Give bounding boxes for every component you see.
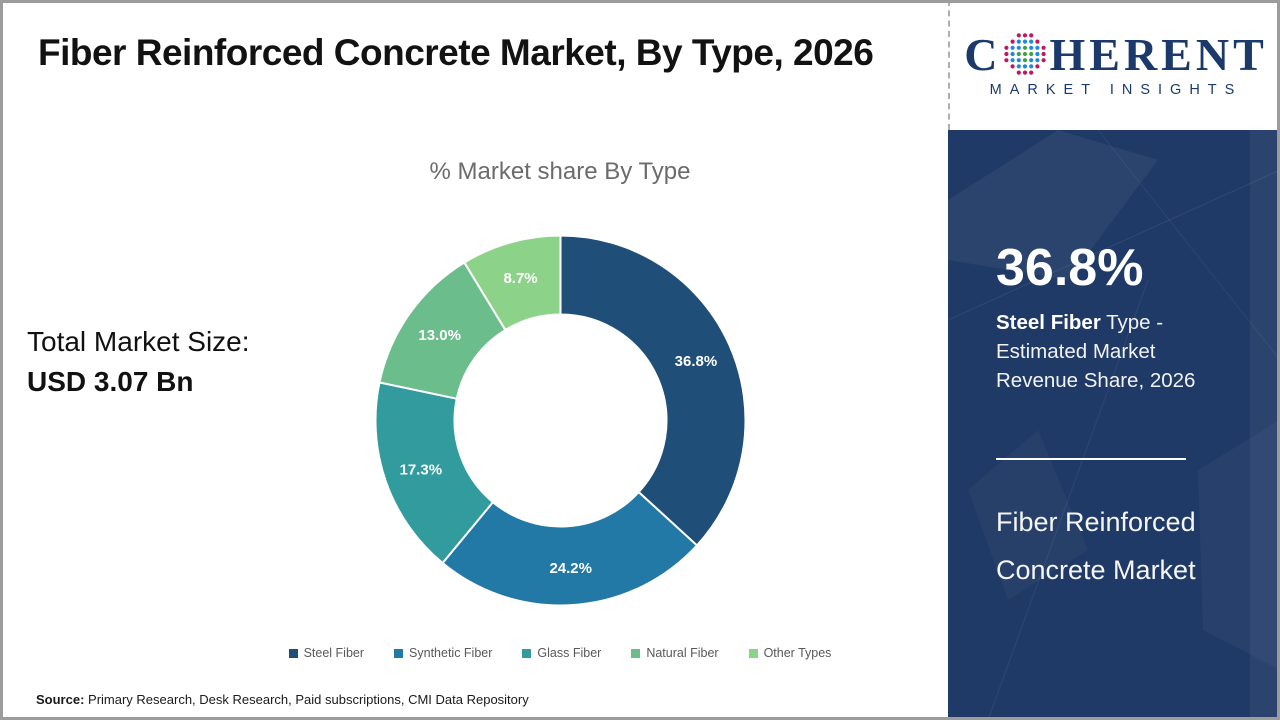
donut-chart: 36.8% 24.2% 17.3% 13.0% 8.7% bbox=[374, 234, 747, 607]
source-label: Source: bbox=[36, 692, 85, 707]
slice-label-other-types: 8.7% bbox=[503, 270, 537, 287]
chart-subtitle: % Market share By Type bbox=[429, 158, 691, 185]
brand-letter-c: C bbox=[964, 29, 1002, 80]
sidebar-divider bbox=[996, 458, 1186, 460]
market-size-label: Total Market Size: bbox=[27, 326, 250, 357]
legend-swatch-icon bbox=[748, 648, 758, 658]
world-map-texture bbox=[948, 130, 1280, 720]
brand-wordmark: C HERENT bbox=[964, 32, 1268, 78]
legend-item-natural-fiber: Natural Fiber bbox=[631, 646, 719, 660]
legend-swatch-icon bbox=[522, 648, 532, 658]
donut-segment-other-types bbox=[462, 234, 562, 332]
sidebar-headline-caption: Steel Fiber Type - Estimated Market Reve… bbox=[996, 308, 1234, 395]
legend-label: Natural Fiber bbox=[646, 646, 719, 660]
page-title: Fiber Reinforced Concrete Market, By Typ… bbox=[38, 32, 874, 73]
legend-item-other-types: Other Types bbox=[748, 646, 832, 660]
sidebar-headline-value: 36.8% bbox=[996, 239, 1144, 297]
brand-letters-rest: HERENT bbox=[1049, 29, 1268, 80]
slice-label-glass-fiber: 17.3% bbox=[400, 461, 443, 478]
market-size-value: USD 3.07 Bn bbox=[27, 366, 194, 397]
slice-label-synthetic-fiber: 24.2% bbox=[549, 560, 592, 577]
chart-legend: Steel Fiber Synthetic Fiber Glass Fiber Nat… bbox=[220, 646, 900, 660]
sidebar-caption-rest: Type - Estimated Market Revenue Share, 2… bbox=[996, 311, 1196, 392]
legend-label: Glass Fiber bbox=[537, 646, 602, 660]
slice-label-natural-fiber: 13.0% bbox=[418, 327, 461, 344]
brand-subtitle: MARKET INSIGHTS bbox=[989, 82, 1243, 98]
slice-label-steel-fiber: 36.8% bbox=[675, 353, 718, 370]
dotted-globe-icon bbox=[1004, 33, 1047, 75]
source-line: Source: Primary Research, Desk Research,… bbox=[36, 692, 529, 707]
legend-label: Synthetic Fiber bbox=[409, 646, 493, 660]
legend-item-glass-fiber: Glass Fiber bbox=[522, 646, 601, 660]
brand-logo: C HERENT MARKET INSIGHTS bbox=[948, 0, 1280, 130]
legend-swatch-icon bbox=[394, 648, 404, 658]
legend-label: Steel Fiber bbox=[303, 646, 365, 660]
donut-chart-container: 36.8% 24.2% 17.3% 13.0% 8.7% bbox=[370, 230, 751, 611]
total-market-size: Total Market Size: USD 3.07 Bn bbox=[27, 322, 250, 402]
legend-item-synthetic-fiber: Synthetic Fiber bbox=[394, 646, 492, 660]
sidebar-caption-bold: Steel Fiber bbox=[996, 311, 1101, 334]
source-text: Primary Research, Desk Research, Paid su… bbox=[84, 692, 529, 707]
legend-swatch-icon bbox=[288, 648, 298, 658]
donut-segment-synthetic-fiber bbox=[441, 490, 699, 607]
legend-swatch-icon bbox=[631, 648, 641, 658]
donut-segment-steel-fiber bbox=[559, 234, 747, 547]
highlight-sidebar: 36.8% Steel Fiber Type - Estimated Marke… bbox=[948, 130, 1280, 720]
legend-label: Other Types bbox=[763, 646, 832, 660]
sidebar-market-name: Fiber Reinforced Concrete Market bbox=[996, 507, 1196, 585]
legend-item-steel-fiber: Steel Fiber bbox=[288, 646, 365, 660]
